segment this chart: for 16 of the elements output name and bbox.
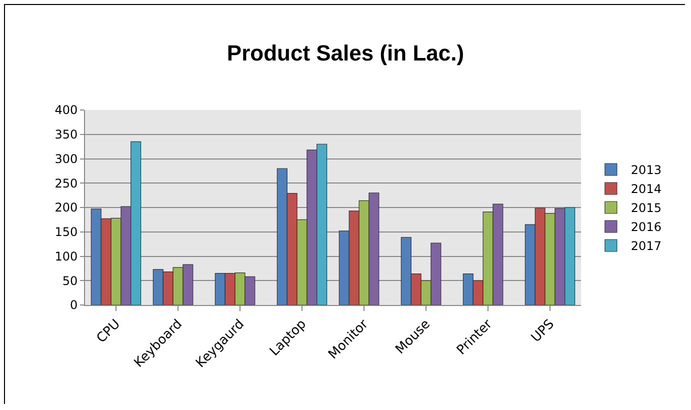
y-tick-label: 100 bbox=[54, 249, 78, 264]
y-tick-label: 200 bbox=[54, 200, 78, 215]
y-tick-label: 250 bbox=[54, 176, 78, 190]
x-tick-label: UPS bbox=[528, 316, 558, 346]
legend-label: 2016 bbox=[630, 220, 662, 234]
legend-label: 2015 bbox=[630, 201, 662, 216]
legend-label: 2014 bbox=[630, 182, 662, 196]
y-tick-label: 400 bbox=[54, 103, 78, 118]
y-tick-label: 50 bbox=[62, 274, 78, 288]
y-tick-label: 350 bbox=[54, 128, 78, 142]
legend-label: 2013 bbox=[630, 163, 662, 178]
chart-title: Product Sales (in Lac.) bbox=[226, 40, 464, 66]
y-tick-label: 300 bbox=[54, 152, 78, 166]
y-tick-label: 0 bbox=[70, 298, 78, 312]
legend-label: 2017 bbox=[630, 239, 662, 254]
y-tick-label: 150 bbox=[54, 225, 78, 240]
